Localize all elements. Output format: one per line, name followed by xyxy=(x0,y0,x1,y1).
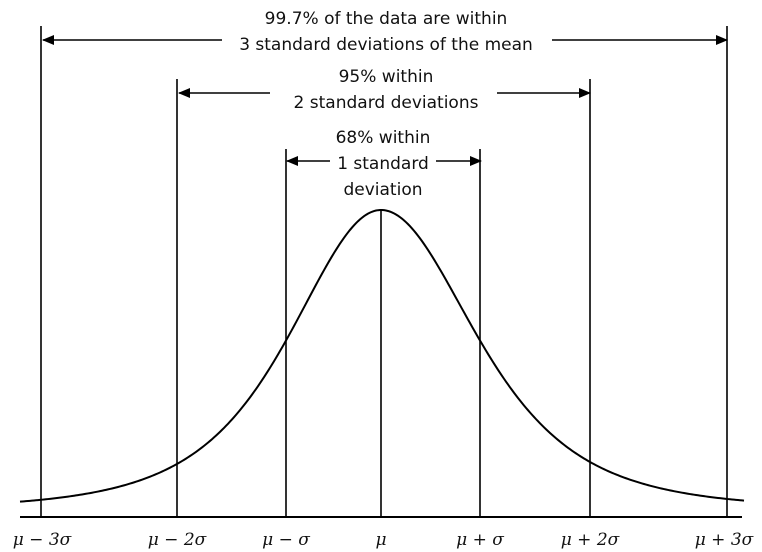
tick-label-minus-1-sigma: μ − σ xyxy=(262,530,310,550)
distribution-curve xyxy=(19,209,745,503)
one-sd-line-2: 1 standard xyxy=(337,154,429,174)
three-sd-line-2: 3 standard deviations of the mean xyxy=(239,35,533,55)
two-sd-line-1: 95% within xyxy=(339,67,434,87)
tick-label-minus-3-sigma: μ − 3σ xyxy=(13,530,72,550)
tick-label-plus-3-sigma: μ + 3σ xyxy=(695,530,754,550)
tick-label-mean: μ xyxy=(375,530,386,550)
two-sd-annotation: 95% within 2 standard deviations xyxy=(178,67,591,113)
three-sd-annotation: 99.7% of the data are within 3 standard … xyxy=(42,9,728,55)
two-sd-line-2: 2 standard deviations xyxy=(294,93,479,113)
sigma-boundary-lines xyxy=(40,26,728,517)
one-sd-line-3: deviation xyxy=(343,180,422,200)
three-sd-line-1: 99.7% of the data are within xyxy=(265,9,508,29)
tick-label-plus-2-sigma: μ + 2σ xyxy=(561,530,620,550)
tick-label-minus-2-sigma: μ − 2σ xyxy=(148,530,207,550)
tick-label-plus-1-sigma: μ + σ xyxy=(456,530,504,550)
x-axis-tick-labels: μ − 3σ μ − 2σ μ − σ μ μ + σ μ + 2σ μ + 3… xyxy=(13,530,754,550)
one-sd-annotation: 68% within 1 standard deviation xyxy=(286,128,482,200)
one-sd-line-1: 68% within xyxy=(336,128,431,148)
